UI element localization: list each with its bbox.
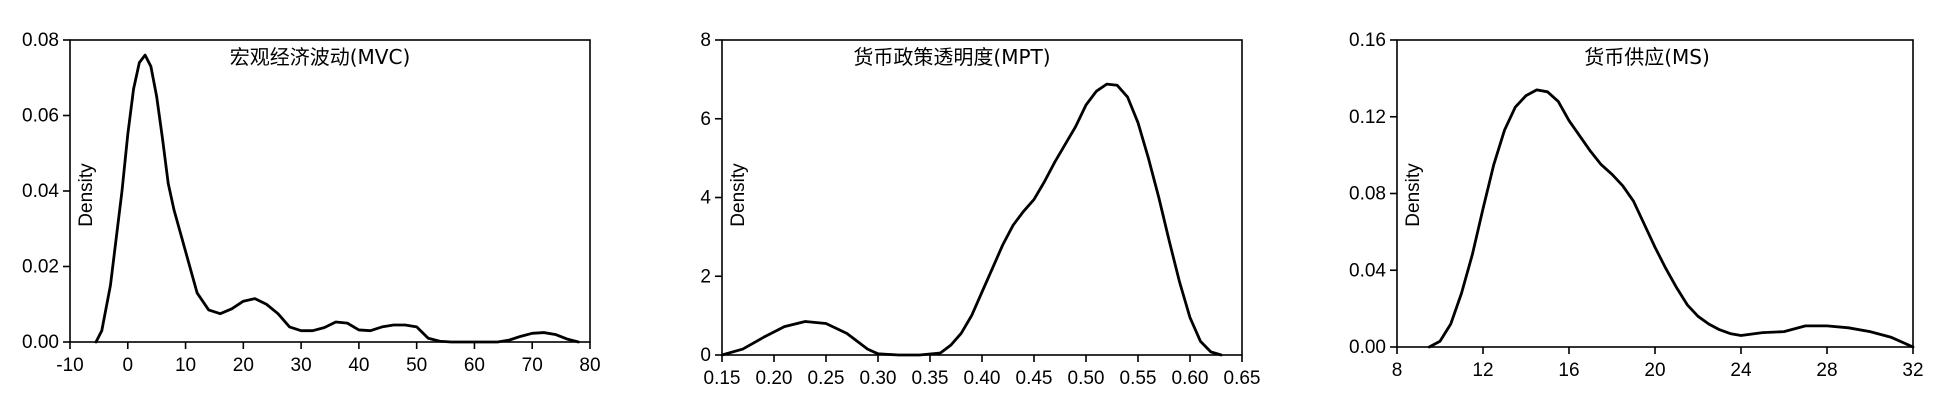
x-tick-label: 16 xyxy=(1558,360,1579,381)
x-tick-label: 0.55 xyxy=(1120,368,1157,389)
x-tick-label: 0.65 xyxy=(1224,368,1261,389)
x-tick-label: 50 xyxy=(406,355,427,376)
x-tick-label: 24 xyxy=(1730,360,1752,381)
plot-frame xyxy=(1396,39,1914,348)
y-tick-label: 0.12 xyxy=(1349,107,1386,128)
x-tick-label: 0.15 xyxy=(704,368,741,389)
chart-title: 货币供应(MS) xyxy=(1584,45,1710,69)
x-tick-label: 0.35 xyxy=(912,368,949,389)
x-tick-label: 0.50 xyxy=(1068,368,1105,389)
y-axis-label: Density xyxy=(1403,163,1424,227)
x-tick-label: 28 xyxy=(1816,360,1837,381)
y-tick-label: 0.08 xyxy=(1349,184,1386,205)
x-tick-label: 30 xyxy=(291,355,312,376)
x-tick-label: 0.20 xyxy=(756,368,793,389)
x-tick-label: 0.45 xyxy=(1016,368,1053,389)
y-axis-label: Density xyxy=(728,163,749,227)
x-tick-label: 12 xyxy=(1472,360,1493,381)
x-tick-label: 0.30 xyxy=(860,368,897,389)
y-axis-label: Density xyxy=(76,163,97,227)
y-tick-label: 0.04 xyxy=(1349,260,1386,281)
x-tick-label: 20 xyxy=(1644,360,1665,381)
plot-frame xyxy=(69,39,591,343)
x-tick-label: 0.60 xyxy=(1172,368,1209,389)
x-tick-label: 0.40 xyxy=(964,368,1001,389)
chart-title: 货币政策透明度(MPT) xyxy=(853,45,1050,69)
plot-frame xyxy=(721,39,1243,356)
x-tick-label: 32 xyxy=(1902,360,1923,381)
x-tick-label: 60 xyxy=(464,355,485,376)
x-tick-label: 0.25 xyxy=(808,368,845,389)
y-tick-label: 0.00 xyxy=(22,332,59,353)
x-tick-label: 40 xyxy=(348,355,369,376)
x-tick-label: 70 xyxy=(522,355,543,376)
y-tick-label: 0.00 xyxy=(1349,337,1386,358)
x-tick-label: 80 xyxy=(579,355,600,376)
x-tick-label: 10 xyxy=(175,355,196,376)
x-tick-label: 20 xyxy=(233,355,254,376)
y-tick-label: 0.06 xyxy=(22,106,59,127)
y-tick-label: 0 xyxy=(700,345,711,366)
y-tick-label: 0.16 xyxy=(1349,30,1386,51)
density-line xyxy=(1427,88,1915,349)
y-tick-label: 8 xyxy=(700,30,711,51)
y-tick-label: 2 xyxy=(700,266,711,287)
chart-title: 宏观经济波动(MVC) xyxy=(230,45,411,69)
y-tick-label: 0.08 xyxy=(22,30,59,51)
density-line xyxy=(94,53,580,344)
x-tick-label: 8 xyxy=(1392,360,1403,381)
density-line xyxy=(720,82,1223,357)
y-tick-label: 4 xyxy=(700,188,711,209)
x-tick-label: -10 xyxy=(56,355,83,376)
y-tick-label: 0.02 xyxy=(22,257,59,278)
y-tick-label: 0.04 xyxy=(22,181,59,202)
y-tick-label: 6 xyxy=(700,109,711,130)
x-tick-label: 0 xyxy=(122,355,133,376)
